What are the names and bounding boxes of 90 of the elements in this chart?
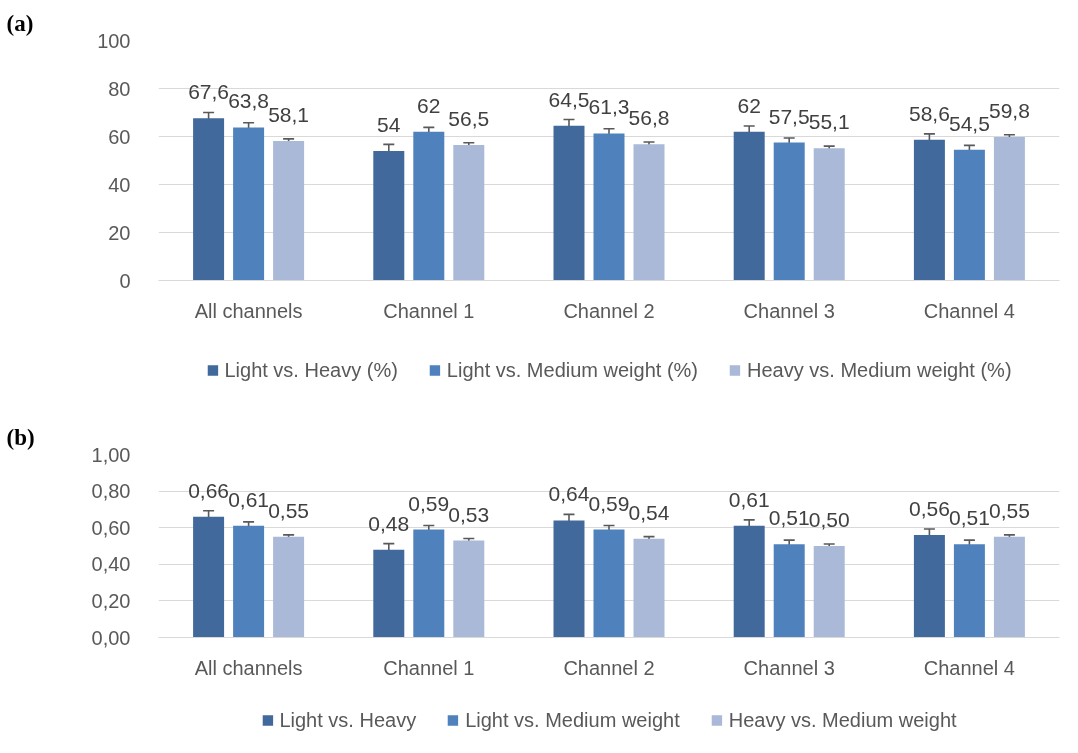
data-label: 59,8	[988, 98, 1030, 122]
data-label: 0,59	[588, 491, 630, 515]
chart-title: (a)	[6, 10, 34, 36]
x-tick-label: Channel 4	[923, 299, 1015, 322]
bar	[593, 133, 625, 281]
y-tick-label: 0,00	[91, 626, 131, 649]
legend-label: Light vs. Medium weight (%)	[446, 358, 699, 382]
data-label: 0,51	[768, 506, 810, 530]
data-label: 58,1	[268, 103, 310, 127]
data-label: 55,1	[808, 110, 850, 134]
y-tick-label: 0,40	[91, 553, 131, 576]
data-label: 67,6	[188, 80, 230, 104]
data-label: 57,5	[768, 104, 810, 128]
bar	[453, 144, 485, 281]
legend-label: Heavy vs. Medium weight	[728, 708, 957, 732]
bar	[953, 544, 985, 638]
legend-label: Light vs. Heavy (%)	[224, 358, 398, 382]
bar	[993, 536, 1025, 638]
data-label: 54,5	[948, 111, 990, 135]
data-label: 62	[737, 93, 761, 117]
data-label: 0,64	[548, 482, 590, 506]
y-tick-label: 80	[108, 77, 131, 100]
bar	[813, 148, 845, 281]
bar	[993, 136, 1025, 281]
bar	[193, 118, 225, 281]
y-tick-label: 20	[108, 221, 131, 244]
data-label: 54	[377, 112, 401, 136]
bar	[633, 144, 665, 281]
bar	[453, 540, 485, 638]
y-tick-label: 0,60	[91, 516, 131, 539]
x-tick-label: Channel 4	[923, 656, 1015, 679]
x-tick-label: All channels	[194, 656, 303, 679]
chart-title: (b)	[6, 424, 35, 450]
x-tick-label: All channels	[194, 299, 303, 322]
y-tick-label: 100	[97, 29, 131, 52]
bar	[373, 549, 405, 638]
bar	[913, 139, 945, 281]
data-label: 56,5	[448, 106, 490, 130]
data-label: 0,51	[948, 506, 990, 530]
y-tick-label: 60	[108, 125, 131, 148]
x-tick-label: Channel 3	[743, 656, 835, 679]
bar	[773, 142, 805, 281]
data-label: 0,55	[988, 498, 1030, 522]
data-label: 0,55	[268, 498, 310, 522]
x-tick-label: Channel 2	[563, 656, 655, 679]
bar	[953, 149, 985, 281]
y-tick-label: 40	[108, 173, 131, 196]
bar	[373, 150, 405, 281]
y-tick-label: 0,80	[91, 480, 131, 503]
bar	[233, 127, 265, 281]
data-label: 56,8	[628, 106, 670, 130]
x-tick-label: Channel 1	[383, 656, 475, 679]
bar	[233, 525, 265, 638]
bar	[813, 546, 845, 638]
bar	[193, 516, 225, 638]
bar	[273, 536, 305, 638]
data-label: 62	[417, 93, 441, 117]
data-label: 0,61	[228, 487, 270, 511]
data-label: 0,66	[188, 478, 230, 502]
bar	[773, 544, 805, 638]
bar	[413, 529, 445, 638]
data-label: 0,53	[448, 502, 490, 526]
data-label: 0,50	[808, 508, 850, 531]
bar	[413, 131, 445, 281]
x-tick-label: Channel 3	[743, 299, 835, 322]
data-label: 58,6	[908, 101, 950, 125]
data-label: 63,8	[228, 89, 270, 113]
x-tick-label: Channel 1	[383, 299, 475, 322]
bar	[553, 520, 585, 638]
bar	[593, 529, 625, 638]
data-label: 64,5	[548, 87, 590, 111]
data-label: 0,59	[408, 491, 450, 515]
bar	[733, 525, 765, 638]
bar	[913, 535, 945, 638]
data-label: 61,3	[588, 95, 630, 119]
y-tick-label: 1,00	[91, 443, 131, 466]
x-tick-label: Channel 2	[563, 299, 655, 322]
data-label: 0,56	[908, 497, 950, 521]
bar	[553, 125, 585, 281]
bar	[273, 141, 305, 281]
data-label: 0,54	[628, 500, 670, 524]
bar	[733, 131, 765, 281]
data-label: 0,48	[368, 511, 410, 535]
legend-label: Heavy vs. Medium weight (%)	[747, 358, 1012, 382]
legend-label: Light vs. Heavy	[279, 708, 417, 732]
y-tick-label: 0	[119, 269, 131, 292]
y-tick-label: 0,20	[91, 589, 131, 612]
bar	[633, 538, 665, 638]
data-label: 0,61	[728, 487, 770, 511]
legend-label: Light vs. Medium weight	[465, 708, 680, 732]
